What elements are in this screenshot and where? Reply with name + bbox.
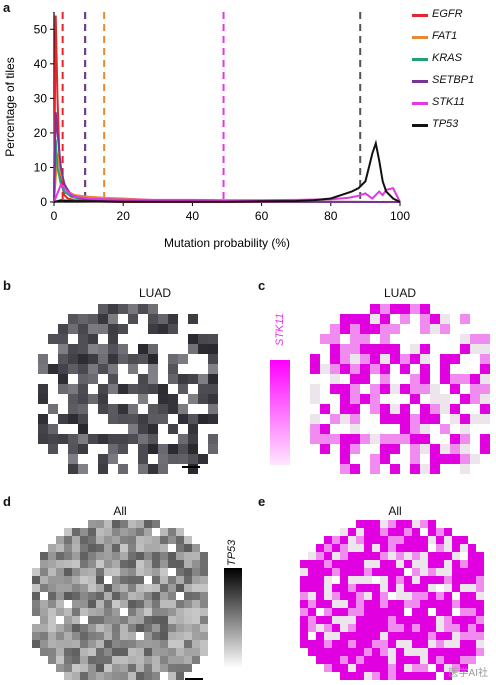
scale-bar [185,678,203,680]
panel-d-title: All [113,504,127,518]
legend-label: SETBP1 [432,74,475,86]
series-line-egfr [53,15,400,203]
x-axis-label: Mutation probability (%) [164,236,290,250]
y-tick-label: 10 [34,160,48,174]
legend-label: FAT1 [432,30,458,42]
panel-a-label: a [3,0,11,15]
y-tick-label: 30 [34,91,48,105]
all-tile-map-gray [32,520,212,680]
legend-label: TP53 [432,118,459,130]
panel-e-title: All [388,504,402,518]
series-line-setbp1 [53,112,401,203]
x-tick-label: 40 [186,209,200,223]
x-tick-label: 20 [117,209,131,223]
panel-d-label: d [3,494,11,509]
x-tick-label: 100 [390,209,410,223]
y-tick-label: 0 [40,195,47,209]
legend-label: EGFR [432,8,463,20]
all-tile-map-magenta [300,520,490,680]
panel-e-label: e [258,494,266,509]
stk11-colorbar [270,360,290,465]
luad-tile-map-magenta [310,304,490,474]
x-tick-label: 0 [51,209,58,223]
mutation-probability-line-chart: 0 10 20 30 40 50 0 20 40 60 80 100 Mutation probabil… [3,12,410,250]
y-tick-label: 40 [34,57,48,71]
legend-label: KRAS [432,52,462,64]
x-tick-label: 80 [324,209,338,223]
y-tick-label: 50 [34,22,48,36]
legend-swatch [412,124,428,127]
legend-label: STK11 [432,96,465,108]
tp53-colorbar [224,568,242,668]
panel-b-label: b [3,278,11,293]
legend-swatch [412,80,428,83]
y-tick-label: 20 [34,126,48,140]
panel-c-label: c [258,278,266,293]
series-line-tp53 [53,139,401,203]
legend-swatch [412,102,428,105]
legend-swatch [412,36,428,39]
scale-bar [182,466,200,468]
luad-tile-map-gray [38,304,218,474]
tp53-colorbar-label: TP53 [226,539,238,566]
stk11-colorbar-label: STK11 [274,313,286,346]
watermark: 医学AI社 [448,668,488,679]
series-line-fat1 [53,153,401,203]
legend-swatch [412,58,428,61]
panel-c-title: LUAD [383,286,416,300]
x-tick-label: 60 [255,209,269,223]
legend-swatch [412,14,428,17]
series-line-stk11 [53,182,401,203]
panel-b-title: LUAD [138,286,171,300]
y-axis-label: Percentage of tiles [3,57,17,156]
